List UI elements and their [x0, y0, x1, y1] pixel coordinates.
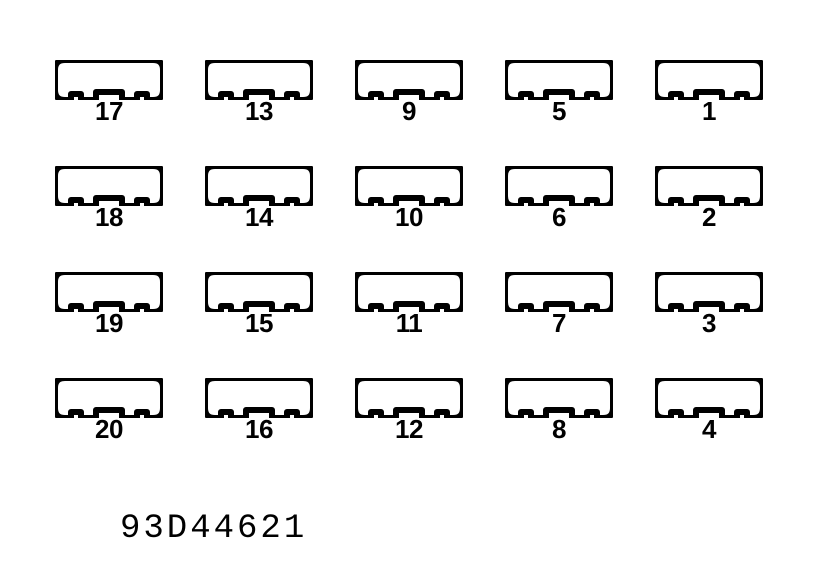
fuse-outline-icon — [505, 272, 613, 312]
fuse-slot-label: 15 — [245, 310, 273, 336]
fuse-slot: 13 — [205, 60, 313, 124]
fuse-slot: 7 — [505, 272, 613, 336]
fuse-slot: 3 — [655, 272, 763, 336]
fuse-slot-label: 16 — [245, 416, 273, 442]
fuse-outline-icon — [355, 272, 463, 312]
fuse-outline-icon — [355, 60, 463, 100]
fuse-slot: 17 — [55, 60, 163, 124]
fuse-slot-label: 6 — [552, 204, 566, 230]
fuse-outline-icon — [505, 60, 613, 100]
fuse-slot: 14 — [205, 166, 313, 230]
fuse-slot-label: 7 — [552, 310, 566, 336]
fuse-slot: 1 — [655, 60, 763, 124]
fuse-slot: 15 — [205, 272, 313, 336]
fuse-outline-icon — [355, 378, 463, 418]
fuse-slot-label: 11 — [396, 310, 423, 336]
fuse-slot-label: 12 — [395, 416, 423, 442]
fuse-slot-label: 3 — [702, 310, 716, 336]
fuse-outline-icon — [655, 166, 763, 206]
fuse-slot: 11 — [355, 272, 463, 336]
fuse-outline-icon — [55, 272, 163, 312]
fuse-slot: 6 — [505, 166, 613, 230]
fuse-outline-icon — [655, 378, 763, 418]
fuse-outline-icon — [205, 60, 313, 100]
fuse-outline-icon — [205, 166, 313, 206]
fuse-slot-label: 9 — [402, 98, 416, 124]
fuse-outline-icon — [505, 378, 613, 418]
fuse-slot: 20 — [55, 378, 163, 442]
fuse-outline-icon — [55, 60, 163, 100]
fuse-outline-icon — [55, 166, 163, 206]
fuse-slot-label: 5 — [552, 98, 566, 124]
fuse-slot-label: 2 — [702, 204, 716, 230]
fuse-slot-label: 4 — [702, 416, 716, 442]
fuse-slot: 4 — [655, 378, 763, 442]
fuse-outline-icon — [655, 272, 763, 312]
diagram-canvas: 17 13 9 5 1 18 14 10 6 2 19 15 11 7 3 20 16 12 8 4 93D44621 — [0, 0, 818, 586]
fuse-outline-icon — [205, 272, 313, 312]
fuse-slot-label: 8 — [552, 416, 566, 442]
fuse-slot-label: 1 — [702, 98, 716, 124]
fuse-slot: 10 — [355, 166, 463, 230]
fuse-slot-label: 17 — [95, 98, 123, 124]
fuse-slot-label: 10 — [395, 204, 423, 230]
fuse-slot: 8 — [505, 378, 613, 442]
fuse-slot: 16 — [205, 378, 313, 442]
fuse-slot: 9 — [355, 60, 463, 124]
fuse-slot: 2 — [655, 166, 763, 230]
fuse-outline-icon — [55, 378, 163, 418]
fuse-outline-icon — [655, 60, 763, 100]
fuse-outline-icon — [355, 166, 463, 206]
fuse-slot-label: 19 — [95, 310, 123, 336]
fuse-slot-label: 18 — [95, 204, 123, 230]
fuse-grid: 17 13 9 5 1 18 14 10 6 2 19 15 11 7 3 20 16 12 8 4 — [55, 60, 763, 442]
fuse-slot-label: 14 — [245, 204, 273, 230]
part-number-label: 93D44621 — [120, 510, 307, 548]
fuse-slot-label: 13 — [245, 98, 273, 124]
fuse-slot: 5 — [505, 60, 613, 124]
fuse-slot: 12 — [355, 378, 463, 442]
fuse-outline-icon — [505, 166, 613, 206]
fuse-slot-label: 20 — [95, 416, 123, 442]
fuse-slot: 19 — [55, 272, 163, 336]
fuse-outline-icon — [205, 378, 313, 418]
fuse-slot: 18 — [55, 166, 163, 230]
